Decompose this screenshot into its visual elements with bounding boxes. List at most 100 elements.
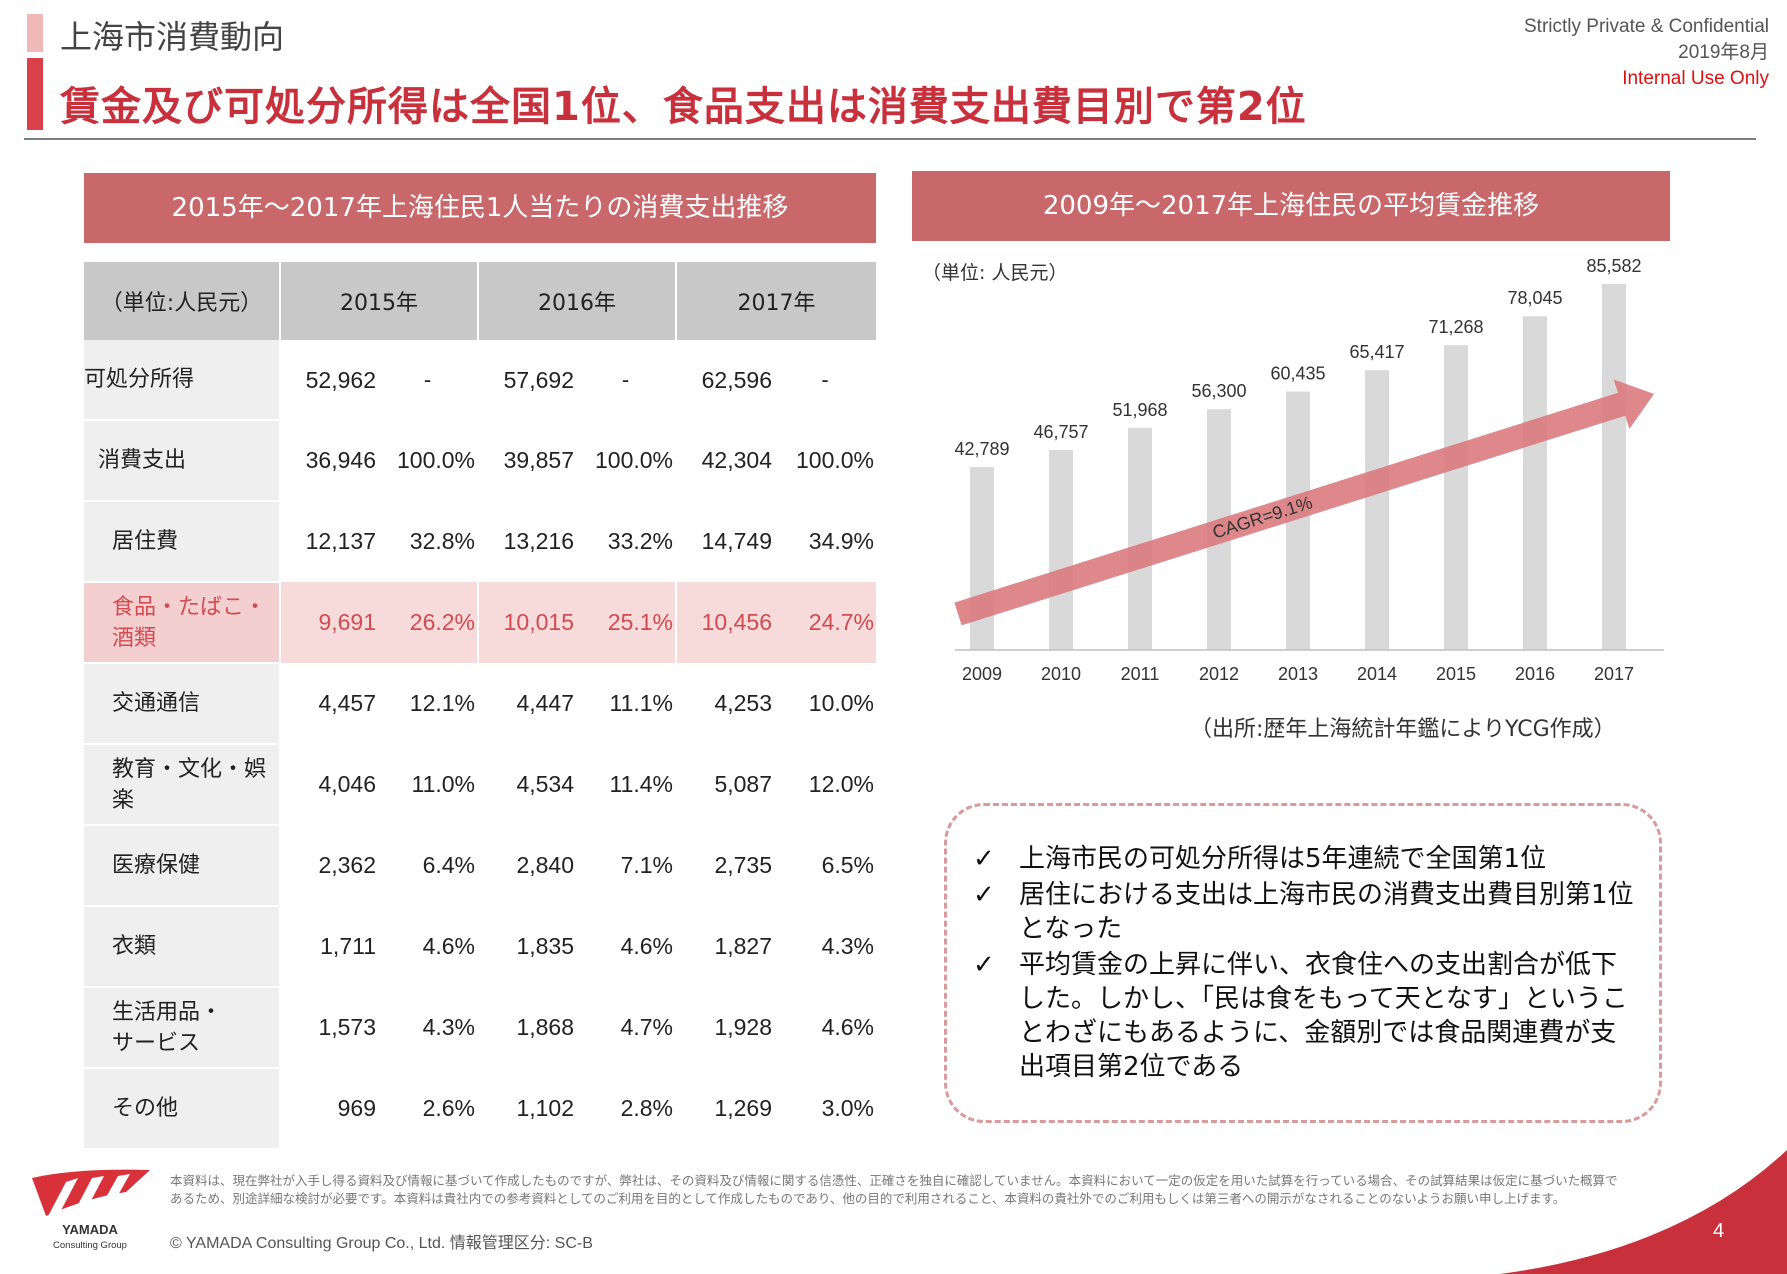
share-cell: 100.0% bbox=[594, 447, 673, 473]
amount-cell: 4,253 bbox=[675, 663, 774, 744]
key-points-box: ✓ 上海市民の可処分所得は5年連続で全国第1位 ✓ 居住における支出は上海市民の消費… bbox=[944, 803, 1662, 1123]
x-tick-label: 2012 bbox=[1199, 664, 1239, 684]
copyright-text: © YAMADA Consulting Group Co., Ltd. 情報管理… bbox=[170, 1235, 593, 1252]
amount-cell: 4,534 bbox=[477, 744, 576, 825]
table-header-row: （単位:人民元） 2015年 2016年 2017年 bbox=[84, 262, 876, 340]
share-cell: 25.1% bbox=[576, 582, 676, 663]
share-cell: 7.1% bbox=[620, 852, 673, 878]
amount-cell: 39,857 bbox=[477, 420, 576, 501]
page-corner-swoosh bbox=[1500, 1150, 1787, 1274]
share-cell: 6.5% bbox=[821, 852, 874, 878]
row-label: その他 bbox=[84, 1068, 280, 1150]
bar-value-label: 78,045 bbox=[1507, 288, 1562, 308]
bar-value-label: 65,417 bbox=[1349, 342, 1404, 362]
header-divider bbox=[24, 138, 1756, 140]
amount-cell: 1,928 bbox=[675, 987, 774, 1068]
share-cell: 3.0% bbox=[821, 1095, 874, 1121]
internal-use-label: Internal Use Only bbox=[1622, 68, 1769, 89]
share-cell: 12.1% bbox=[409, 690, 475, 716]
bar-value-label: 46,757 bbox=[1033, 422, 1088, 442]
chart-unit-label: （単位: 人民元） bbox=[922, 262, 1067, 284]
amount-cell: 969 bbox=[279, 1068, 378, 1149]
x-tick-label: 2013 bbox=[1278, 664, 1318, 684]
table-row: 衣類 1,711 4.6% 1,835 4.6% 1,827 4.3% bbox=[84, 906, 876, 988]
check-icon: ✓ bbox=[973, 950, 995, 980]
table-row: その他 969 2.6% 1,102 2.8% 1,269 3.0% bbox=[84, 1068, 876, 1150]
row-label-text: その他 bbox=[112, 1096, 179, 1121]
amount-cell: 1,835 bbox=[477, 906, 576, 987]
bullet-item: ✓ 上海市民の可処分所得は5年連続で全国第1位 bbox=[971, 842, 1639, 876]
chart-section-title: 2009年～2017年上海住民の平均賃金推移 bbox=[912, 171, 1670, 241]
page-number: 4 bbox=[1713, 1220, 1725, 1242]
share-cell: 11.4% bbox=[609, 771, 673, 797]
amount-cell: 4,046 bbox=[279, 744, 378, 825]
page-title: 賃金及び可処分所得は全国1位、食品支出は消費支出費目別で第2位 bbox=[60, 84, 1307, 130]
bar bbox=[1523, 316, 1547, 650]
bar-value-label: 71,268 bbox=[1428, 317, 1483, 337]
table-row: 医療保健 2,362 6.4% 2,840 7.1% 2,735 6.5% bbox=[84, 825, 876, 907]
check-icon: ✓ bbox=[973, 844, 995, 874]
bar bbox=[1444, 345, 1468, 650]
header-accent-bar bbox=[27, 58, 43, 130]
amount-cell: 10,456 bbox=[675, 582, 774, 663]
row-label-text: 消費支出 bbox=[98, 448, 187, 473]
amount-cell: 42,304 bbox=[675, 420, 774, 501]
bullet-item: ✓ 居住における支出は上海市民の消費支出費目別第1位となった bbox=[971, 878, 1639, 946]
year-header: 2016年 bbox=[477, 262, 676, 340]
amount-cell: 62,596 bbox=[675, 340, 774, 420]
table-section-title: 2015年～2017年上海住民1人当たりの消費支出推移 bbox=[84, 173, 876, 243]
row-label-text: 居住費 bbox=[112, 529, 179, 554]
row-label: 医療保健 bbox=[84, 825, 280, 907]
share-cell: - bbox=[821, 367, 829, 392]
x-tick-label: 2015 bbox=[1436, 664, 1476, 684]
confidentiality-meta: Strictly Private & Confidential 2019年8月 … bbox=[1524, 14, 1769, 92]
x-tick-label: 2011 bbox=[1121, 664, 1160, 684]
consumption-table: （単位:人民元） 2015年 2016年 2017年 可処分所得 52,962 - 5… bbox=[84, 262, 876, 1150]
section-title: 上海市消費動向 bbox=[60, 18, 285, 56]
confidential-label: Strictly Private & Confidential bbox=[1524, 16, 1769, 37]
amount-cell: 5,087 bbox=[675, 744, 774, 825]
share-cell: 100.0% bbox=[396, 447, 475, 473]
year-header: 2017年 bbox=[675, 262, 876, 340]
x-tick-label: 2009 bbox=[962, 664, 1002, 684]
amount-cell: 1,573 bbox=[279, 987, 378, 1068]
header-accent-bar-light bbox=[27, 14, 43, 52]
amount-cell: 10,015 bbox=[477, 582, 576, 663]
amount-cell: 13,216 bbox=[477, 501, 576, 582]
date-label: 2019年8月 bbox=[1678, 42, 1769, 63]
bar bbox=[1365, 370, 1389, 650]
row-label: 生活用品・ サービス bbox=[84, 987, 280, 1069]
share-cell: 2.6% bbox=[422, 1095, 475, 1121]
amount-cell: 36,946 bbox=[279, 420, 378, 501]
row-label-text: サービス bbox=[112, 1030, 201, 1056]
bar-value-label: 51,968 bbox=[1112, 400, 1167, 420]
row-label: 食品・たばこ・ 酒類 bbox=[84, 582, 280, 664]
bar bbox=[1128, 427, 1152, 650]
x-tick-label: 2017 bbox=[1594, 664, 1634, 684]
row-label: 教育・文化・娯楽 bbox=[84, 744, 280, 826]
bullet-text: 上海市民の可処分所得は5年連続で全国第1位 bbox=[1019, 844, 1547, 874]
bar-value-label: 42,789 bbox=[954, 439, 1009, 459]
amount-cell: 12,137 bbox=[279, 501, 378, 582]
share-cell: 4.3% bbox=[422, 1014, 475, 1040]
table-row: 教育・文化・娯楽 4,046 11.0% 4,534 11.4% 5,087 12.0% bbox=[84, 744, 876, 826]
row-label-text: 衣類 bbox=[112, 934, 157, 959]
check-icon: ✓ bbox=[973, 880, 995, 910]
table-row: 可処分所得 52,962 - 57,692 - 62,596 - bbox=[84, 340, 876, 421]
logo-name: YAMADA bbox=[62, 1222, 118, 1237]
bar bbox=[1602, 284, 1626, 650]
amount-cell: 14,749 bbox=[675, 501, 774, 582]
share-cell: 26.2% bbox=[378, 582, 478, 663]
table-row: 食品・たばこ・ 酒類 9,691 26.2% 10,015 25.1% 10,456 24.7… bbox=[84, 582, 876, 664]
share-cell: - bbox=[621, 367, 630, 392]
amount-cell: 52,962 bbox=[279, 340, 378, 420]
share-cell: 4.6% bbox=[422, 933, 475, 959]
amount-cell: 4,447 bbox=[477, 663, 576, 744]
share-cell: 4.7% bbox=[620, 1014, 673, 1040]
amount-cell: 57,692 bbox=[477, 340, 576, 420]
bar-value-label: 60,435 bbox=[1270, 364, 1325, 384]
share-cell: 12.0% bbox=[808, 771, 874, 797]
bullet-text: 居住における支出は上海市民の消費支出費目別第1位となった bbox=[1019, 880, 1634, 944]
row-label: 交通通信 bbox=[84, 663, 280, 745]
amount-cell: 2,735 bbox=[675, 825, 774, 906]
